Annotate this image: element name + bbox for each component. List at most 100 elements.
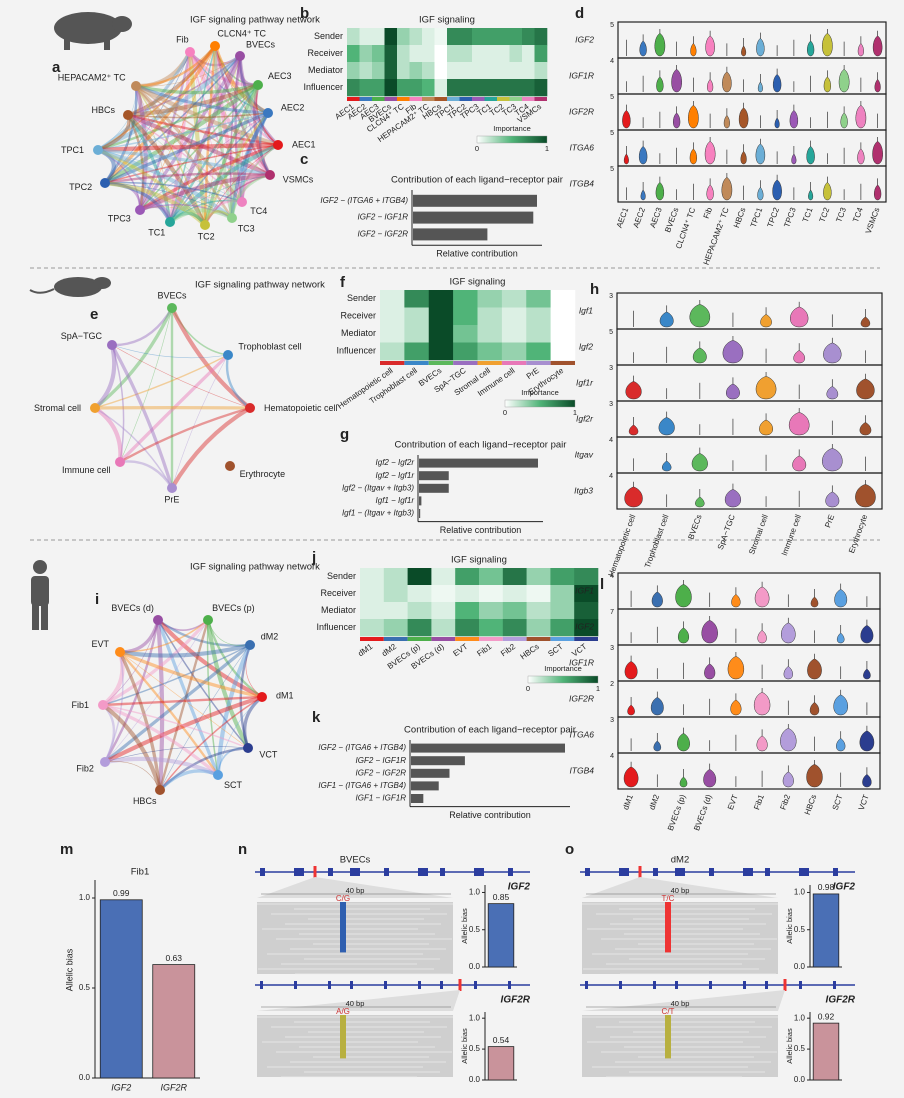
heat-cell [477,307,503,326]
heat-cell [360,602,385,620]
edge [188,50,259,87]
column-label: TC1 [801,206,815,224]
node-label: Fib [176,34,189,44]
edge [234,55,244,203]
edge [97,45,216,151]
heat-cell [397,62,410,80]
violin [860,316,871,328]
node [185,47,195,57]
column-color [534,97,547,101]
exon [384,981,387,989]
column-label: VCT [570,642,588,659]
row-label: Influencer [303,82,343,92]
violin [653,740,662,752]
node-label: HBCs [91,105,115,115]
exon [675,868,685,876]
column-label: dM1 [356,642,374,659]
violin [838,69,850,93]
value-label: 0.63 [165,953,182,963]
column-color [479,637,503,641]
exon [653,981,656,989]
x-axis-label: Relative contribution [436,249,518,259]
violin [754,586,770,608]
violin-row [616,400,883,438]
allele-label: C/T [662,1007,675,1016]
edge [103,45,217,185]
edge [189,51,233,219]
panel-letter: c [300,151,308,168]
edge [119,650,263,699]
violin [675,584,692,608]
heat-cell [383,619,408,637]
exon [508,868,513,876]
y-tick-label: 1.0 [469,888,481,897]
violin [792,455,807,472]
heat-cell [472,79,485,97]
exon [619,868,629,876]
violin [855,105,867,129]
node [93,145,103,155]
heat-cell [404,342,430,361]
pair-label: IGF2 − (ITGA6 + ITGB4) [318,743,406,752]
y-axis-label: Allelic bias [64,948,74,991]
edge [206,619,263,698]
row-label: Receiver [307,48,343,58]
violin [622,110,631,129]
violin [731,594,741,608]
y-max-label: 3 [609,293,613,300]
panel-letter: o [565,841,574,858]
heat-cell [453,325,478,343]
allele-label: C/G [336,894,350,903]
bar [411,794,424,803]
edge [127,83,259,118]
exon [328,868,333,876]
violin [689,148,698,165]
y-tick-label: 0.0 [469,1075,481,1084]
violin [677,733,690,752]
gene-label: Itgb3 [574,485,593,495]
node-label: TC4 [250,206,267,216]
heat-cell [431,602,456,620]
heat-cell [447,45,460,63]
node [245,403,255,413]
violin [651,591,663,608]
heat-cell [360,585,385,603]
edge [214,45,259,86]
exon [350,981,353,989]
violin [873,184,882,201]
panel-title: IGF signaling [419,15,475,26]
gene-label: IGF2 [833,882,856,893]
edge [189,51,269,114]
violin [692,347,707,364]
edge [139,143,279,212]
edge [203,45,217,226]
edge [127,55,241,116]
edge [207,619,251,646]
node [131,81,141,91]
heat-cell [550,568,575,586]
human-icon [31,560,49,630]
panel-letter: n [238,841,247,858]
heat-cell [455,619,480,637]
heat-cell [380,342,405,361]
edge [104,756,219,777]
heat-cell [526,307,551,326]
node [245,640,255,650]
edge [104,695,263,764]
heat-cell [534,28,548,46]
heat-cell [453,307,478,326]
row-label: Sender [347,293,376,303]
heat-cell [447,62,460,80]
pair-label: Igf2 − Igf1r [376,471,415,480]
y-tick-label: 0.0 [794,1075,806,1084]
violin [704,663,716,680]
heat-cell [384,45,398,63]
violin [772,179,782,201]
edge [127,51,191,116]
violin [806,40,815,57]
node-label: HEPACAM2⁺ TC [58,72,126,82]
violin [756,38,765,57]
edge [159,696,263,791]
heat-cell [501,290,527,308]
violin [834,589,848,608]
